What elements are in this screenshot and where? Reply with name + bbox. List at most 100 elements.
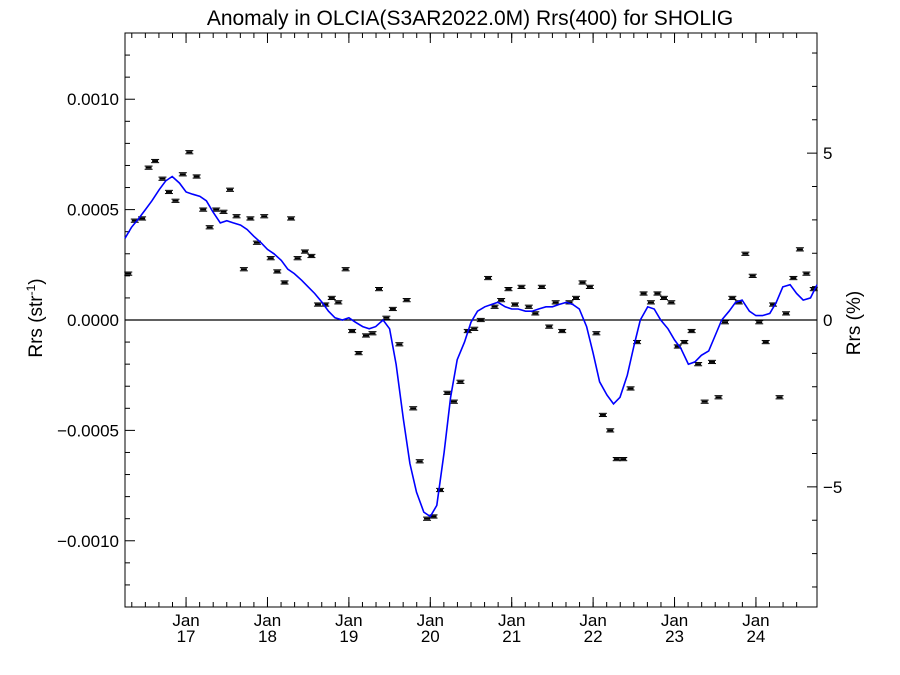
data-point: [722, 321, 729, 324]
data-point: [654, 292, 661, 295]
data-point: [538, 285, 545, 288]
data-point: [566, 301, 573, 304]
data-point: [233, 215, 240, 218]
data-point: [145, 166, 152, 169]
x-tick-label-year: 21: [502, 627, 521, 646]
data-point: [518, 285, 525, 288]
data-point: [294, 257, 301, 260]
data-point: [186, 151, 193, 154]
data-point: [593, 332, 600, 335]
data-point: [355, 352, 362, 355]
data-point: [227, 188, 234, 191]
data-point: [803, 272, 810, 275]
data-point: [179, 173, 186, 176]
data-point: [193, 175, 200, 178]
anomaly-line: [124, 175, 818, 518]
data-point: [410, 407, 417, 410]
plot-area: 0.00100.00050.0000−0.0005−0.001050−5Jan1…: [57, 32, 842, 646]
y-tick-label-left: −0.0005: [57, 421, 119, 440]
data-point: [471, 327, 478, 330]
data-point: [457, 380, 464, 383]
x-tick-label-month: Jan: [335, 611, 362, 630]
y-axis-label-right: Rrs (%): [844, 291, 865, 355]
data-point: [383, 316, 390, 319]
data-point: [444, 391, 451, 394]
y-tick-label-left: 0.0000: [67, 311, 119, 330]
x-tick-label-year: 19: [339, 627, 358, 646]
data-point: [152, 160, 159, 163]
data-point: [491, 305, 498, 308]
data-point: [607, 429, 614, 432]
data-point: [288, 217, 295, 220]
data-point: [220, 210, 227, 213]
data-point: [668, 301, 675, 304]
data-point: [532, 312, 539, 315]
data-point: [247, 217, 254, 220]
data-point: [613, 458, 620, 461]
data-point: [660, 296, 667, 299]
y-tick-label-left: 0.0010: [67, 90, 119, 109]
data-point: [498, 299, 505, 302]
x-tick-label-year: 24: [746, 627, 765, 646]
data-point: [776, 396, 783, 399]
data-point: [437, 488, 444, 491]
data-point: [253, 241, 260, 244]
data-point: [579, 281, 586, 284]
data-point: [274, 270, 281, 273]
data-point: [159, 177, 166, 180]
data-point: [485, 277, 492, 280]
data-point: [770, 303, 777, 306]
data-point: [599, 413, 606, 416]
data-point: [125, 272, 132, 275]
data-point: [756, 321, 763, 324]
data-point: [403, 299, 410, 302]
data-point: [430, 515, 437, 518]
data-point: [634, 341, 641, 344]
data-point: [701, 400, 708, 403]
data-point: [573, 296, 580, 299]
data-point: [715, 396, 722, 399]
data-point: [525, 305, 532, 308]
data-point: [376, 288, 383, 291]
data-point: [640, 292, 647, 295]
x-tick-label-month: Jan: [417, 611, 444, 630]
data-point: [729, 296, 736, 299]
data-point: [267, 257, 274, 260]
data-point: [450, 400, 457, 403]
x-tick-label-month: Jan: [172, 611, 199, 630]
data-point: [708, 360, 715, 363]
data-point: [369, 332, 376, 335]
data-point: [314, 303, 321, 306]
data-point: [796, 248, 803, 251]
data-point: [511, 303, 518, 306]
data-point: [546, 325, 553, 328]
data-point: [552, 301, 559, 304]
data-point: [139, 217, 146, 220]
data-point: [362, 334, 369, 337]
y-tick-label-left: 0.0005: [67, 201, 119, 220]
data-point: [688, 330, 695, 333]
data-point: [322, 303, 329, 306]
x-tick-label-month: Jan: [498, 611, 525, 630]
data-point: [620, 458, 627, 461]
x-tick-label-month: Jan: [579, 611, 606, 630]
data-point: [586, 285, 593, 288]
data-point: [396, 343, 403, 346]
data-point: [389, 307, 396, 310]
x-tick-label-year: 20: [421, 627, 440, 646]
data-point: [342, 268, 349, 271]
data-point: [810, 288, 817, 291]
data-point: [281, 281, 288, 284]
data-point: [261, 215, 268, 218]
data-point: [172, 199, 179, 202]
x-tick-label-year: 23: [665, 627, 684, 646]
data-point: [783, 312, 790, 315]
data-point: [165, 190, 172, 193]
data-point: [674, 345, 681, 348]
data-point: [742, 252, 749, 255]
data-point: [240, 268, 247, 271]
x-tick-label-month: Jan: [254, 611, 281, 630]
x-tick-label-month: Jan: [661, 611, 688, 630]
data-point: [213, 208, 220, 211]
y-tick-label-right: −5: [823, 478, 842, 497]
